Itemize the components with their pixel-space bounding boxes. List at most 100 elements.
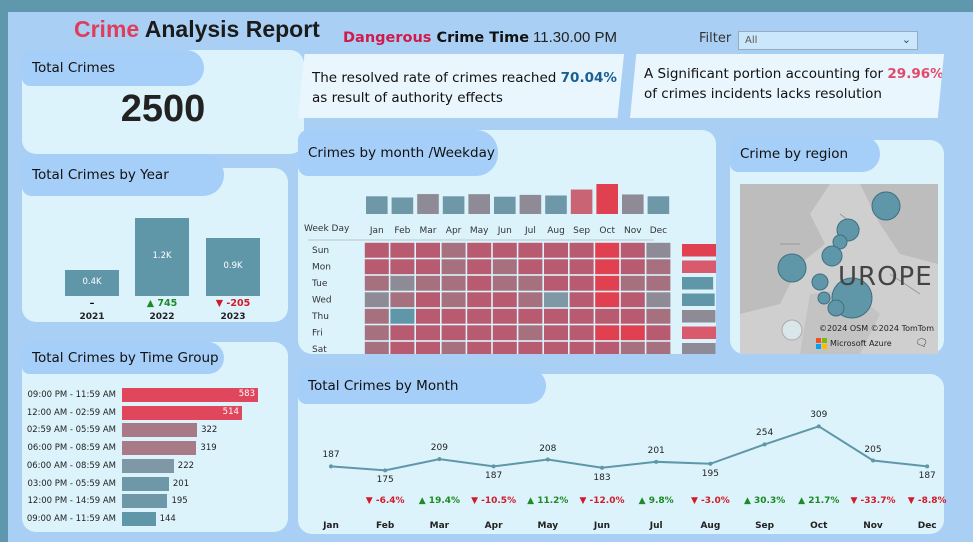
- heatmap-cell[interactable]: [441, 325, 466, 341]
- heatmap-cell[interactable]: [646, 292, 671, 308]
- heatmap-cell[interactable]: [569, 242, 594, 258]
- heatmap-cell[interactable]: [390, 325, 415, 341]
- heatmap-cell[interactable]: [492, 341, 517, 354]
- monthly-point[interactable]: [708, 461, 713, 466]
- time-group-row[interactable]: 12:00 PM - 14:59 AM 195: [22, 494, 188, 509]
- time-group-row[interactable]: 02:59 AM - 05:59 AM 322: [22, 423, 217, 438]
- heatmap-cell[interactable]: [620, 242, 645, 258]
- time-group-bar[interactable]: [122, 441, 197, 456]
- heatmap-cell[interactable]: [467, 242, 492, 258]
- month-total-bar[interactable]: [596, 184, 618, 214]
- heatmap-cell[interactable]: [467, 292, 492, 308]
- heatmap-cell[interactable]: [518, 259, 543, 275]
- heatmap-cell[interactable]: [518, 275, 543, 291]
- heatmap-cell[interactable]: [441, 242, 466, 258]
- comment-icon[interactable]: 🗨: [915, 338, 928, 349]
- monthly-point[interactable]: [654, 459, 659, 464]
- heatmap-cell[interactable]: [467, 341, 492, 354]
- time-group-bar[interactable]: [122, 458, 174, 473]
- heatmap-cell[interactable]: [646, 341, 671, 354]
- heatmap-cell[interactable]: [544, 325, 568, 341]
- month-total-bar[interactable]: [442, 196, 465, 214]
- monthly-point[interactable]: [383, 468, 388, 473]
- heatmap-cell[interactable]: [441, 275, 466, 291]
- heatmap-cell[interactable]: [518, 341, 543, 354]
- heatmap-cell[interactable]: [544, 259, 568, 275]
- heatmap-cell[interactable]: [441, 341, 466, 354]
- heatmap-cell[interactable]: [544, 292, 568, 308]
- heatmap-cell[interactable]: [518, 325, 543, 341]
- heatmap-cell[interactable]: [620, 275, 645, 291]
- day-total-bar[interactable]: [682, 260, 716, 274]
- monthly-point[interactable]: [871, 458, 875, 463]
- monthly-point[interactable]: [329, 464, 333, 469]
- heatmap-cell[interactable]: [416, 341, 440, 354]
- heatmap-cell[interactable]: [492, 242, 517, 258]
- heatmap-cell[interactable]: [416, 275, 440, 291]
- heatmap-cell[interactable]: [620, 259, 645, 275]
- heatmap-cell[interactable]: [416, 308, 440, 324]
- heatmap-cell[interactable]: [390, 292, 415, 308]
- heatmap-cell[interactable]: [595, 242, 620, 258]
- heatmap-cell[interactable]: [544, 308, 568, 324]
- heatmap-cell[interactable]: [390, 259, 415, 275]
- month-total-bar[interactable]: [647, 196, 670, 214]
- heatmap-cell[interactable]: [416, 242, 440, 258]
- time-group-row[interactable]: 03:00 PM - 05:59 AM 201: [22, 476, 189, 491]
- heatmap-cell[interactable]: [569, 325, 594, 341]
- heatmap-cell[interactable]: [595, 325, 620, 341]
- time-group-bar[interactable]: 514: [122, 405, 242, 420]
- heatmap-cell[interactable]: [646, 275, 671, 291]
- heatmap-cell[interactable]: [492, 308, 517, 324]
- heatmap-cell[interactable]: [492, 325, 517, 341]
- heatmap-cell[interactable]: [416, 325, 440, 341]
- heatmap-cell[interactable]: [364, 292, 389, 308]
- month-total-bar[interactable]: [494, 196, 516, 214]
- filter-dropdown[interactable]: All ⌄: [738, 31, 918, 50]
- heatmap-cell[interactable]: [518, 308, 543, 324]
- heatmap-cell[interactable]: [569, 275, 594, 291]
- heatmap-cell[interactable]: [569, 259, 594, 275]
- time-group-bar[interactable]: [122, 494, 168, 509]
- heatmap-cell[interactable]: [441, 259, 466, 275]
- time-group-row[interactable]: 12:00 AM - 02:59 AM 514: [22, 405, 242, 420]
- year-bar[interactable]: 1.2K: [135, 218, 189, 296]
- day-total-bar[interactable]: [682, 277, 714, 290]
- heatmap-cell[interactable]: [646, 308, 671, 324]
- heatmap-cell[interactable]: [544, 275, 568, 291]
- monthly-point[interactable]: [762, 442, 767, 447]
- monthly-line[interactable]: [330, 425, 928, 472]
- heatmap-cell[interactable]: [390, 242, 415, 258]
- heatmap-cell[interactable]: [492, 259, 517, 275]
- heatmap-cell[interactable]: [595, 341, 620, 354]
- monthly-point[interactable]: [545, 457, 550, 462]
- monthly-point[interactable]: [491, 464, 496, 469]
- day-total-bar[interactable]: [682, 343, 716, 354]
- heatmap-cell[interactable]: [620, 325, 645, 341]
- monthly-point[interactable]: [600, 465, 604, 470]
- heatmap-cell[interactable]: [595, 292, 620, 308]
- time-group-row[interactable]: 06:00 AM - 08:59 AM 222: [22, 458, 194, 473]
- monthly-point[interactable]: [816, 424, 821, 429]
- heatmap-cell[interactable]: [364, 275, 389, 291]
- heatmap-cell[interactable]: [364, 341, 389, 354]
- heatmap-cell[interactable]: [390, 308, 415, 324]
- heatmap-cell[interactable]: [595, 259, 620, 275]
- heatmap-cell[interactable]: [518, 242, 543, 258]
- heatmap-cell[interactable]: [518, 292, 543, 308]
- year-bar[interactable]: 0.9K: [206, 237, 260, 296]
- heatmap-cell[interactable]: [620, 292, 645, 308]
- heatmap-cell[interactable]: [441, 292, 466, 308]
- day-total-bar[interactable]: [682, 326, 716, 340]
- year-bar[interactable]: 0.4K: [65, 270, 119, 296]
- time-group-bar[interactable]: [122, 476, 169, 491]
- day-total-bar[interactable]: [682, 310, 716, 323]
- heatmap-cell[interactable]: [467, 325, 492, 341]
- heatmap-cell[interactable]: [620, 308, 645, 324]
- heatmap-cell[interactable]: [441, 308, 466, 324]
- heatmap-cell[interactable]: [646, 259, 671, 275]
- month-total-bar[interactable]: [570, 189, 593, 214]
- month-total-bar[interactable]: [391, 197, 414, 214]
- monthly-point[interactable]: [437, 457, 442, 462]
- month-total-bar[interactable]: [417, 194, 439, 214]
